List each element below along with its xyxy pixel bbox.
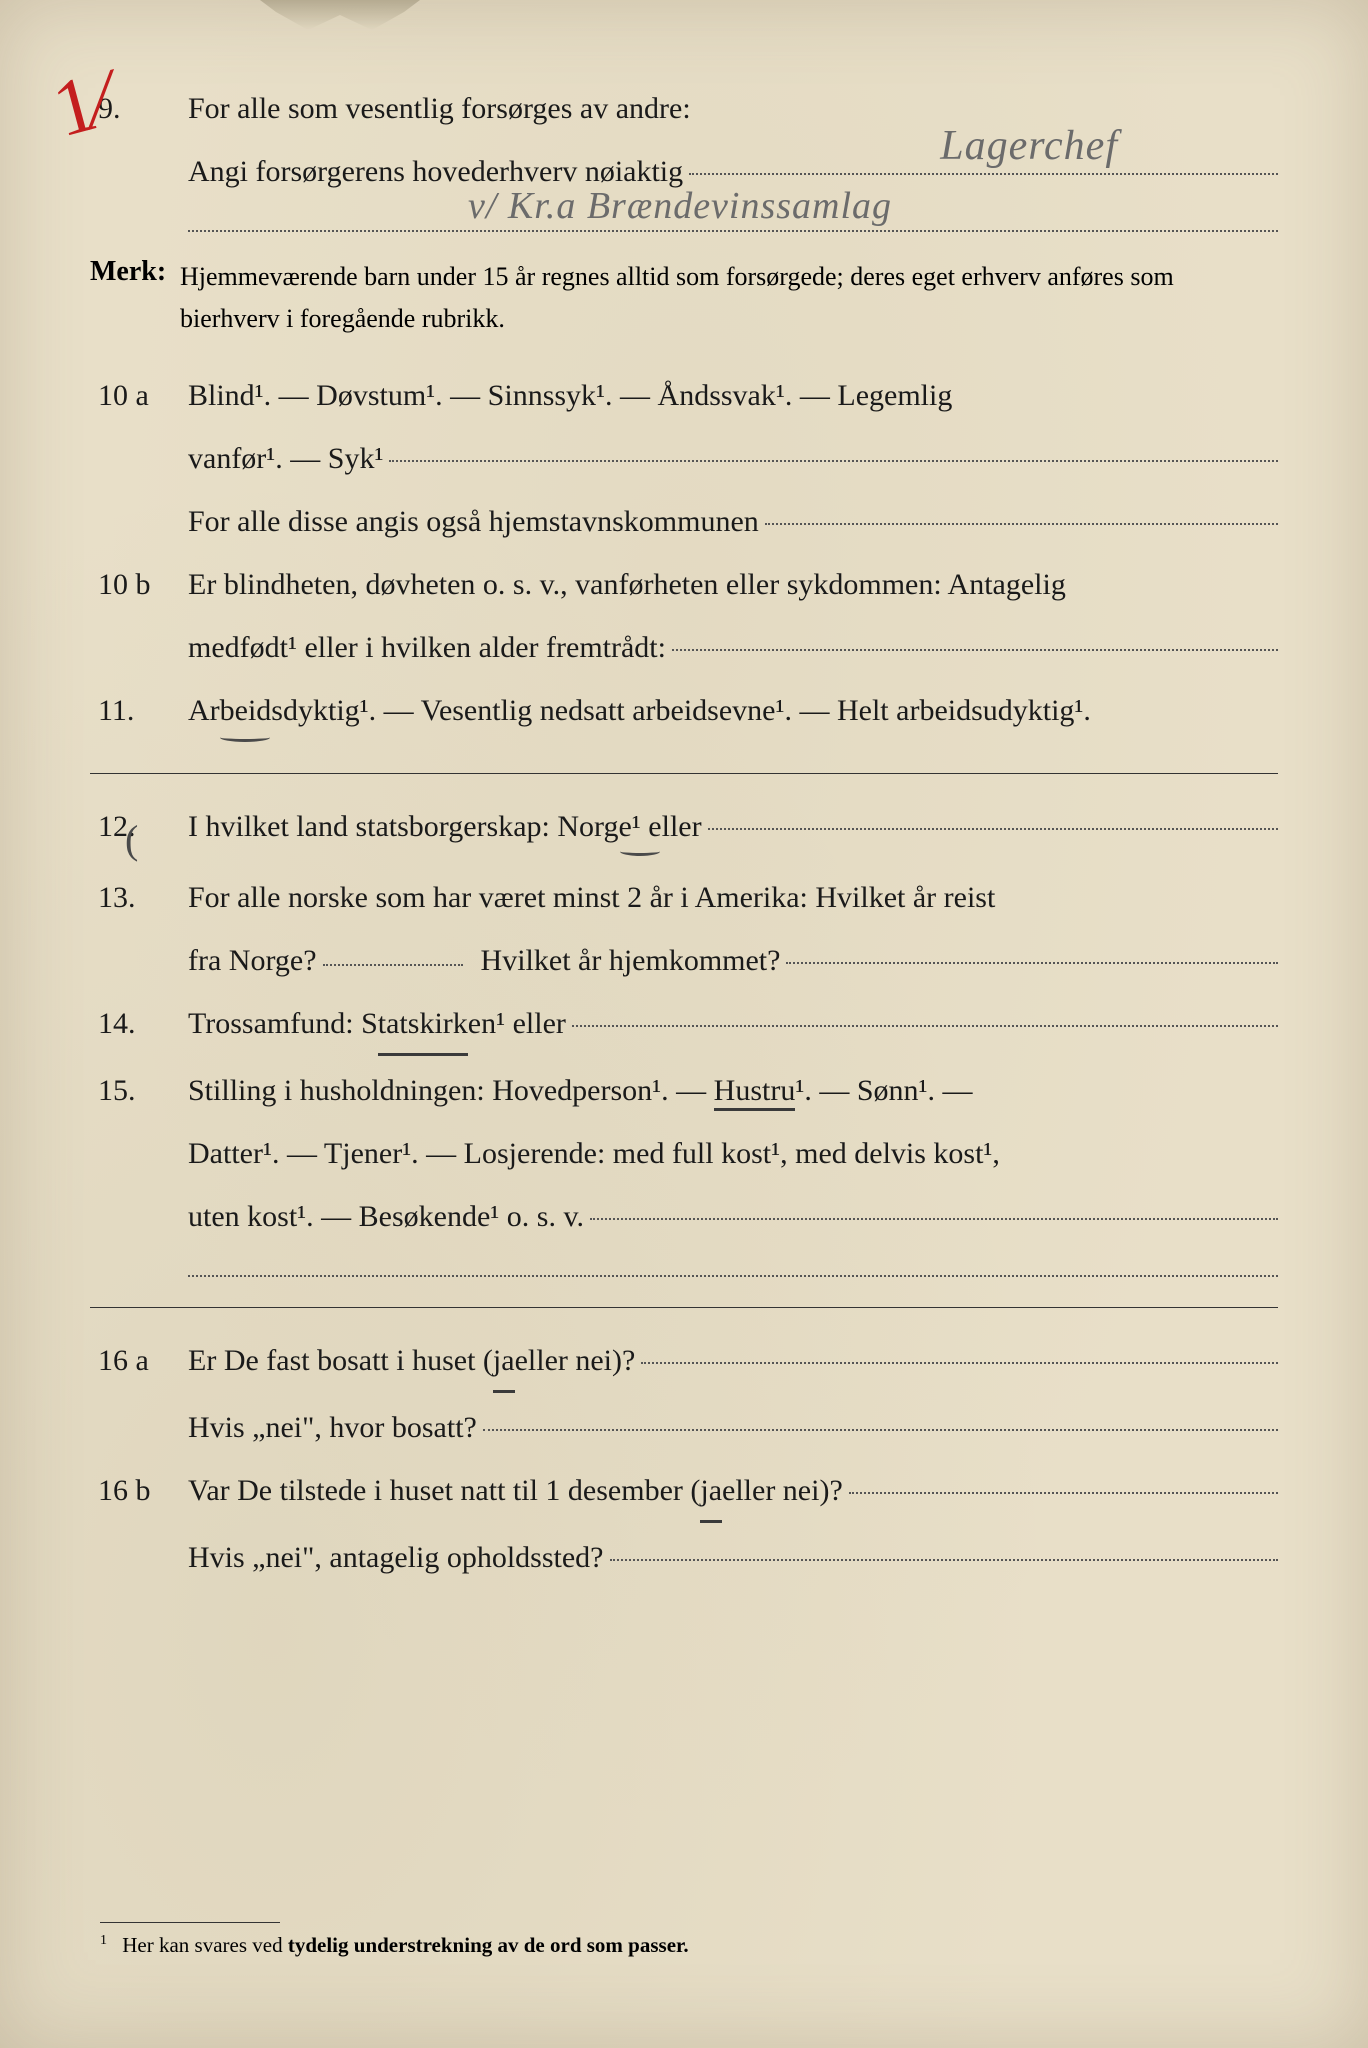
q12-row: ( 12. I hvilket land statsborgerskap: No… [90, 798, 1278, 855]
q16b-row2: Hvis „nei", antagelig opholdssted? [90, 1529, 1278, 1586]
q10a-row3: For alle disse angis også hjemstavnskomm… [90, 493, 1278, 550]
q10b-line2: medfødt¹ eller i hvilken alder fremtrådt… [188, 619, 666, 676]
q16a-line2: Hvis „nei", hvor bosatt? [188, 1399, 477, 1456]
q10a-opts: Blind¹. — Døvstum¹. — Sinnssyk¹. — Åndss… [188, 367, 1278, 424]
q10a-number: 10 a [90, 367, 188, 424]
footnote-marker: 1 [100, 1933, 107, 1948]
q10a-row2: vanfør¹. — Syk¹ [90, 430, 1278, 487]
q15-line1b: ¹. — Sønn¹. — [795, 1074, 972, 1107]
q16b-ja: ja [700, 1462, 722, 1523]
separator-1 [90, 773, 1278, 774]
q11-row: 11. Arbeidsdyktig¹. — Vesentlig nedsatt … [90, 682, 1278, 739]
q15-row3: uten kost¹. — Besøkende¹ o. s. v. [90, 1188, 1278, 1245]
q11-text: Arbeidsdyktig¹. — Vesentlig nedsatt arbe… [188, 682, 1278, 739]
q15-row2: Datter¹. — Tjener¹. — Losjerende: med fu… [90, 1125, 1278, 1182]
footnote: 1 Her kan svares ved tydelig understrekn… [100, 1922, 1268, 1958]
merk-row: Merk: Hjemmeværende barn under 15 år reg… [90, 256, 1278, 339]
q16b-line1a: Var De tilstede i huset natt til 1 desem… [188, 1462, 700, 1519]
footnote-text: Her kan svares ved tydelig understreknin… [122, 1933, 688, 1957]
q12-number: 12. [90, 798, 188, 855]
q13-line2a: fra Norge? [188, 932, 317, 989]
q16a-row2: Hvis „nei", hvor bosatt? [90, 1399, 1278, 1456]
q15-hustru: Hustru [714, 1074, 796, 1111]
q10b-row1: 10 b Er blindheten, døvheten o. s. v., v… [90, 556, 1278, 613]
q11-number: 11. [90, 682, 188, 739]
q9-handwritten2: v/ Kr.a Brændevinssamlag [468, 170, 892, 242]
q16a-ja: ja [493, 1332, 515, 1393]
q9-row3: v/ Kr.a Brændevinssamlag [90, 206, 1278, 238]
q14-suffix: en¹ eller [468, 995, 566, 1052]
footnote-rule [100, 1922, 280, 1923]
q10a-line3: For alle disse angis også hjemstavnskomm… [188, 493, 759, 550]
q14-number: 14. [90, 995, 188, 1052]
q15-number: 15. [90, 1062, 188, 1119]
census-form-page: 1⁄ 9. For alle som vesentlig forsørges a… [0, 0, 1368, 2048]
underline-mark-11 [220, 733, 270, 742]
q13-number: 13. [90, 869, 188, 926]
q15-row4 [90, 1251, 1278, 1283]
q9-handwritten1: Lagerchef [940, 107, 1118, 187]
q13-line1: For alle norske som har været minst 2 år… [188, 869, 1278, 926]
q14-prefix: Trossamfund: S [188, 995, 378, 1052]
q10b-row2: medfødt¹ eller i hvilken alder fremtrådt… [90, 619, 1278, 676]
q15-row1: 15. Stilling i husholdningen: Hovedperso… [90, 1062, 1278, 1119]
q16b-number: 16 b [90, 1462, 188, 1519]
merk-label: Merk: [90, 256, 180, 339]
q16a-line1b: eller nei)? [515, 1332, 636, 1389]
q10a-opts2: vanfør¹. — Syk¹ [188, 430, 383, 487]
merk-text: Hjemmeværende barn under 15 år regnes al… [180, 256, 1278, 339]
q16b-row1: 16 b Var De tilstede i huset natt til 1 … [90, 1462, 1278, 1523]
q15-line2: Datter¹. — Tjener¹. — Losjerende: med fu… [188, 1125, 1278, 1182]
q13-row1: 13. For alle norske som har været minst … [90, 869, 1278, 926]
q16b-line1b: eller nei)? [722, 1462, 843, 1519]
q10b-line1: Er blindheten, døvheten o. s. v., vanfør… [188, 556, 1278, 613]
q13-row2: fra Norge? Hvilket år hjemkommet? [90, 932, 1278, 989]
q15-line1a: Stilling i husholdningen: Hovedperson¹. … [188, 1074, 714, 1107]
q14-row: 14. Trossamfund: Statskirken¹ eller [90, 995, 1278, 1056]
q10a-row1: 10 a Blind¹. — Døvstum¹. — Sinnssyk¹. — … [90, 367, 1278, 424]
q9-number: 9. [90, 80, 188, 137]
q13-line2b: Hvilket år hjemkommet? [481, 932, 781, 989]
q14-underlined: tatskirk [378, 995, 468, 1056]
q16a-line1a: Er De fast bosatt i huset ( [188, 1332, 493, 1389]
q16a-number: 16 a [90, 1332, 188, 1389]
q15-line3: uten kost¹. — Besøkende¹ o. s. v. [188, 1188, 584, 1245]
q10b-number: 10 b [90, 556, 188, 613]
q16a-row1: 16 a Er De fast bosatt i huset (ja eller… [90, 1332, 1278, 1393]
separator-2 [90, 1307, 1278, 1308]
q16b-line2: Hvis „nei", antagelig opholdssted? [188, 1529, 604, 1586]
